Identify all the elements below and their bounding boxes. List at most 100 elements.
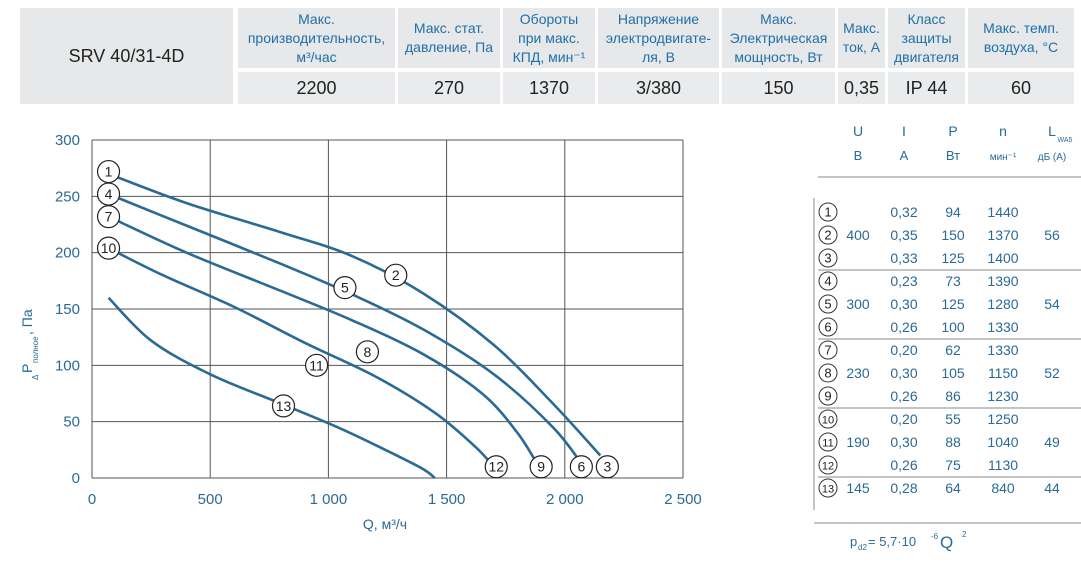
row-num: 12 <box>822 461 834 473</box>
marker-circle <box>484 455 508 479</box>
row-power: 86 <box>945 388 961 404</box>
group-noise: 52 <box>1044 365 1060 381</box>
curve-series-D <box>107 246 495 468</box>
spec-value-1: 270 <box>398 72 500 104</box>
spec-value-0: 2200 <box>238 72 395 104</box>
row-num: 13 <box>822 484 834 496</box>
marker-label: 5 <box>341 280 349 296</box>
spec-header-line: защиты <box>901 29 952 46</box>
spec-header-line: ток, А <box>842 39 881 55</box>
x-tick-label: 2 500 <box>664 491 702 508</box>
marker-circle <box>529 455 553 479</box>
row-speed: 1390 <box>987 273 1018 289</box>
x-axis-label: Q, м³/ч <box>363 516 407 532</box>
table-header-bottom: мин⁻¹ <box>990 152 1017 163</box>
marker-label: 13 <box>276 398 292 414</box>
svg-text:, Па: , Па <box>19 309 35 335</box>
spec-header-line: мощность, Вт <box>734 48 823 65</box>
row-power: 125 <box>941 296 965 312</box>
curve-marker-1: 1 <box>96 159 121 184</box>
table-header-bottom: дБ (А) <box>1038 152 1067 163</box>
curve-marker-5: 5 <box>333 275 357 300</box>
motor-row-5: 5 0,30 125 1280 <box>818 294 1019 314</box>
spec-header-line: Макс. <box>298 10 335 27</box>
curve-marker-9: 9 <box>529 455 553 479</box>
row-power: 100 <box>941 319 965 335</box>
group-noise: 44 <box>1044 480 1060 496</box>
curve-marker-3: 3 <box>595 455 619 479</box>
motor-row-9: 9 0,26 86 1230 <box>818 386 1019 406</box>
motor-row-2: 2 0,35 150 1370 <box>818 225 1019 245</box>
row-current: 0,33 <box>890 250 917 266</box>
spec-value-7: 60 <box>968 72 1074 104</box>
y-tick-label: 0 <box>72 470 80 487</box>
x-tick-label: 500 <box>198 491 223 508</box>
spec-header-line: Макс. <box>760 10 797 27</box>
row-current: 0,30 <box>890 365 917 381</box>
spec-header-line: Класс <box>907 10 946 27</box>
row-num-circle <box>818 455 838 475</box>
row-speed: 1330 <box>987 319 1018 335</box>
svg-text:полное: полное <box>31 336 40 363</box>
spec-value-5: 0,35 <box>838 72 885 104</box>
row-speed: 1150 <box>988 365 1018 381</box>
curve-marker-6: 6 <box>569 455 593 479</box>
row-current: 0,20 <box>890 411 917 427</box>
motor-row-3: 3 0,33 125 1400 <box>818 248 1019 268</box>
row-speed: 1130 <box>988 457 1018 473</box>
motor-row-13: 13 0,28 64 840 <box>818 478 1015 498</box>
spec-header-5: Макс. ток, А <box>838 8 885 68</box>
group-noise: 56 <box>1044 227 1060 243</box>
y-tick-label: 100 <box>55 357 80 374</box>
marker-label: 9 <box>537 459 545 475</box>
chart-svg: 0 50 100 150 200 250 300 0 500 1 000 1 500 2 000 2 5… <box>19 132 702 532</box>
curve-marker-4: 4 <box>96 182 121 206</box>
fan-curve-chart: 0 50 100 150 200 250 300 0 500 1 000 1 500 2 000 2 5… <box>0 118 715 559</box>
table-header-top: n <box>999 123 1007 139</box>
row-num: 5 <box>824 297 831 312</box>
row-power: 88 <box>945 434 961 450</box>
marker-circle <box>304 353 329 377</box>
motor-row-8: 8 0,30 105 1150 <box>818 363 1018 383</box>
spec-value-4: 150 <box>722 72 835 104</box>
table-header-top: L <box>1048 123 1056 139</box>
spec-header-line: КПД, мин⁻¹ <box>512 48 586 65</box>
marker-label: 11 <box>309 357 324 373</box>
row-current: 0,30 <box>890 434 917 450</box>
y-tick-label: 150 <box>55 301 80 318</box>
spec-header-line: воздуха, °C <box>983 39 1059 55</box>
row-power: 64 <box>945 480 961 496</box>
row-speed: 1280 <box>987 296 1018 312</box>
curve-marker-13: 13 <box>271 394 296 418</box>
specs-table: SRV 40/31-4D Макс. производительность, м³/… <box>0 0 1081 104</box>
marker-label: 8 <box>364 344 372 360</box>
spec-header-line: производительность, <box>247 29 386 46</box>
spec-value-3: 3/380 <box>598 72 719 104</box>
y-tick-label: 50 <box>63 414 80 431</box>
row-power: 55 <box>945 411 961 427</box>
row-current: 0,32 <box>890 204 917 220</box>
marker-circle <box>595 455 619 479</box>
row-speed: 1440 <box>987 204 1018 220</box>
row-num-circle <box>818 225 838 245</box>
row-power: 94 <box>945 204 961 220</box>
row-current: 0,35 <box>890 227 917 243</box>
marker-circle <box>333 275 357 300</box>
curve-marker-7: 7 <box>96 205 121 229</box>
spec-header-1: Макс. стат. давление, Па <box>398 8 500 68</box>
spec-header-line: при макс. <box>518 29 580 46</box>
spec-header-4: Макс. Электрическая мощность, Вт <box>722 8 835 68</box>
row-current: 0,23 <box>890 273 917 289</box>
spec-header-line: Макс. стат. <box>413 20 485 36</box>
motor-row-7: 7 0,20 62 1330 <box>818 340 1019 360</box>
spec-header-0: Макс. производительность, м³/час <box>238 8 395 68</box>
row-speed: 1230 <box>987 388 1018 404</box>
table-header-bottom: А <box>900 148 909 163</box>
group-voltage: 400 <box>846 227 870 243</box>
row-current: 0,20 <box>890 342 917 358</box>
row-current: 0,26 <box>890 319 917 335</box>
row-num: 11 <box>822 438 833 450</box>
row-speed: 1330 <box>987 342 1018 358</box>
marker-label: 1 <box>105 164 113 180</box>
group-noise: 54 <box>1044 296 1060 312</box>
